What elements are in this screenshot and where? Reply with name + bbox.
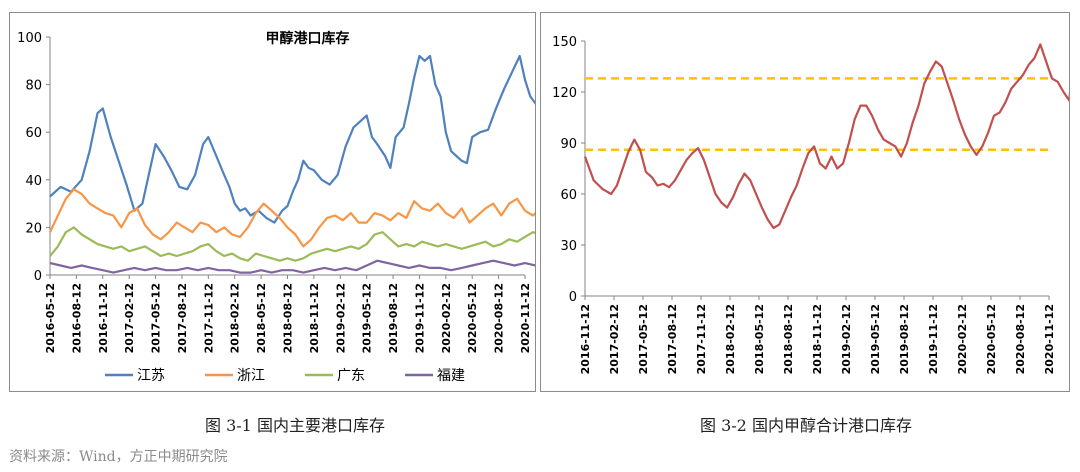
x-tick-label: 2020-08-12	[493, 283, 506, 353]
x-tick-label: 2017-08-12	[176, 283, 189, 353]
x-tick-label: 2020-02-12	[440, 283, 453, 353]
series-line	[583, 43, 1079, 230]
figure-caption-right: 图 3-2 国内甲醇合计港口库存	[700, 416, 912, 435]
x-tick-label: 2017-05-12	[150, 283, 163, 353]
y-tick-label: 30	[560, 239, 577, 254]
inventory-by-port-chart: 0 20 40 60 80 100 2016-05-12 2016-08-12 2016-11-…	[17, 30, 569, 384]
x-tick-label: 2020-11-12	[1043, 304, 1056, 374]
y-tick-label: 100	[17, 31, 42, 46]
x-tick-label: 2018-05-12	[753, 304, 766, 374]
x-tick-label: 2018-08-12	[782, 304, 795, 374]
legend-label: 广东	[337, 368, 365, 384]
source-note: 资料来源：Wind，方正中期研究院	[9, 449, 228, 465]
x-tick-label: 2017-11-12	[202, 283, 215, 353]
chart-title: 甲醇港口库存	[266, 30, 350, 47]
y-tick-label: 80	[25, 79, 42, 94]
series-line	[49, 226, 569, 262]
y-tick-label: 90	[560, 137, 577, 152]
x-tick-label: 2018-02-12	[229, 283, 242, 353]
x-tick-label: 2019-02-12	[334, 283, 347, 353]
y-tick-label: 60	[560, 188, 577, 203]
x-tick-label: 2016-05-12	[44, 283, 57, 353]
series-line	[49, 188, 568, 248]
chart-panel-left: 0 20 40 60 80 100 2016-05-12 2016-08-12 2016-11-…	[9, 12, 569, 392]
legend-label: 福建	[437, 368, 465, 384]
y-tick-label: 120	[552, 86, 577, 101]
x-tick-label: 2019-05-12	[869, 304, 882, 374]
figure-caption-left: 图 3-1 国内主要港口库存	[205, 416, 385, 435]
x-tick-label: 2018-05-12	[255, 283, 268, 353]
x-tick-label: 2017-02-12	[608, 304, 621, 374]
y-tick-label: 0	[34, 269, 42, 284]
chart-panel-right: 0 30 60 90 120 150 2016-11-12 2017-02-12 2017-05…	[540, 12, 1079, 392]
x-tick-label: 2020-05-12	[466, 283, 479, 353]
x-tick-label: 2016-11-12	[579, 304, 592, 374]
legend-label: 浙江	[237, 368, 265, 384]
x-tick-label: 2019-02-12	[840, 304, 853, 374]
y-tick-label: 150	[552, 35, 577, 50]
x-tick-label: 2018-08-12	[282, 283, 295, 353]
x-tick-label: 2017-08-12	[666, 304, 679, 374]
x-tick-label: 2020-08-12	[1014, 304, 1027, 374]
x-tick-label: 2019-11-12	[927, 304, 940, 374]
y-tick-label: 60	[25, 126, 42, 141]
x-tick-label: 2017-02-12	[123, 283, 136, 353]
series-line	[49, 259, 568, 274]
x-tick-label: 2020-05-12	[985, 304, 998, 374]
legend-label: 江苏	[137, 368, 165, 384]
y-tick-label: 0	[569, 290, 577, 305]
y-tick-label: 20	[25, 221, 42, 236]
x-tick-label: 2020-11-12	[519, 283, 532, 353]
x-tick-label: 2018-11-12	[308, 283, 321, 353]
x-tick-label: 2019-05-12	[361, 283, 374, 353]
x-tick-label: 2016-08-12	[70, 283, 83, 353]
x-tick-label: 2016-11-12	[97, 283, 110, 353]
total-inventory-chart: 0 30 60 90 120 150 2016-11-12 2017-02-12 2017-05…	[552, 35, 1079, 374]
x-tick-label: 2019-08-12	[898, 304, 911, 374]
series-line	[49, 54, 569, 224]
y-tick-label: 40	[25, 174, 42, 189]
x-tick-label: 2019-08-12	[387, 283, 400, 353]
x-tick-label: 2017-05-12	[637, 304, 650, 374]
x-tick-label: 2018-02-12	[724, 304, 737, 374]
x-tick-label: 2017-11-12	[695, 304, 708, 374]
x-tick-label: 2018-11-12	[811, 304, 824, 374]
x-tick-label: 2020-02-12	[956, 304, 969, 374]
x-tick-label: 2019-11-12	[413, 283, 426, 353]
